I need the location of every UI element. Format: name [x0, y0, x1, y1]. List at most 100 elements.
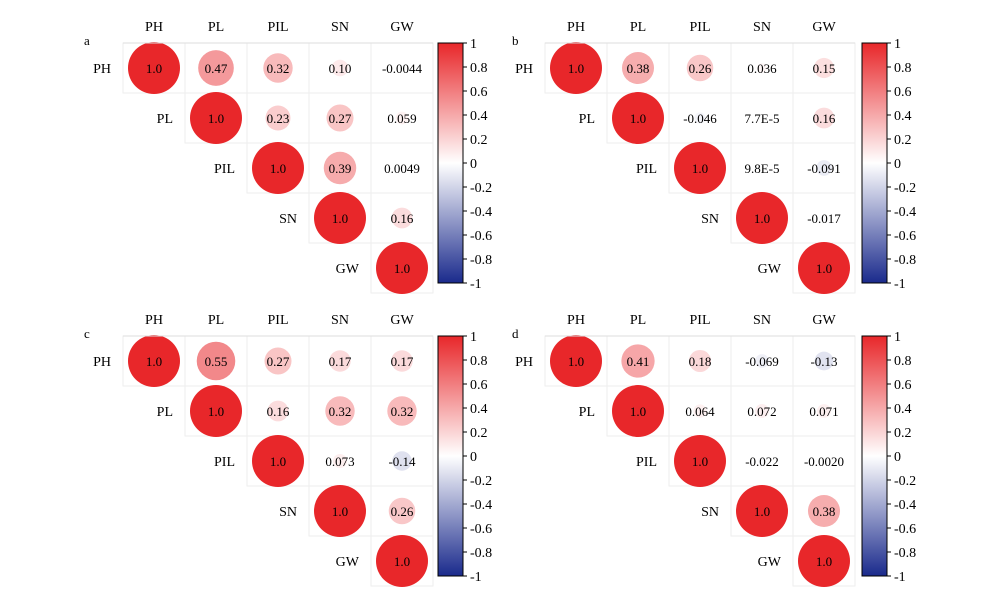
correlation-circle-SN-GW: [820, 214, 828, 222]
column-header-SN: SN: [331, 20, 349, 35]
correlation-value-PH-PL: 0.47: [205, 61, 228, 76]
correlation-circle-SN-SN: [314, 485, 366, 537]
row-label-PIL: PIL: [636, 162, 657, 177]
correlation-value-PH-PL: 0.38: [627, 61, 650, 76]
correlation-value-SN-GW: -0.017: [807, 211, 841, 226]
correlation-value-GW-GW: 1.0: [394, 554, 410, 569]
colorbar-tick-label: -0.6: [894, 229, 916, 244]
correlation-circle-PH-GW: [400, 66, 404, 70]
colorbar-tick-label: -0.8: [894, 546, 916, 561]
correlation-value-PIL-PIL: 1.0: [692, 454, 708, 469]
row-label-PL: PL: [157, 112, 173, 127]
column-header-PL: PL: [208, 20, 224, 35]
correlation-value-PH-PIL: 0.26: [689, 61, 712, 76]
correlation-circle-PIL-SN: [332, 453, 348, 469]
row-label-GW: GW: [336, 555, 360, 570]
column-header-PIL: PIL: [268, 20, 289, 35]
correlation-value-PH-PL: 0.55: [205, 354, 228, 369]
correlation-value-GW-GW: 1.0: [816, 261, 832, 276]
column-header-PIL: PIL: [268, 313, 289, 328]
panel-b: b PH PL PIL SN GW PH 1.0 0.38 0.26 0.036 0.15 PL 1.0 -…: [512, 20, 916, 294]
colorbar-tick-label: 1: [470, 37, 477, 52]
correlation-value-PL-PIL: 0.16: [267, 404, 290, 419]
correlation-value-PL-GW: 0.16: [813, 111, 836, 126]
correlation-circle-PIL-GW: [816, 160, 832, 176]
colorbar-tick-label: -0.4: [470, 205, 492, 220]
correlation-value-PH-PIL: 0.32: [267, 61, 290, 76]
correlation-circle-SN-SN: [736, 192, 788, 244]
correlation-circle-PH-PH: [128, 335, 180, 387]
column-header-SN: SN: [753, 20, 771, 35]
correlation-circle-PH-PL: [621, 344, 655, 378]
correlation-value-PIL-PIL: 1.0: [270, 161, 286, 176]
correlation-value-PH-PH: 1.0: [146, 61, 162, 76]
column-header-PL: PL: [208, 313, 224, 328]
correlation-value-GW-GW: 1.0: [394, 261, 410, 276]
correlation-value-PIL-GW: -0.091: [807, 161, 841, 176]
correlation-value-SN-GW: 0.38: [813, 504, 836, 519]
correlation-value-SN-SN: 1.0: [754, 504, 770, 519]
colorbar-tick-label: 0.2: [894, 133, 912, 148]
correlation-value-SN-SN: 1.0: [332, 504, 348, 519]
colorbar-tick-label: 0: [470, 450, 477, 465]
correlation-circle-PL-GW: [813, 107, 835, 129]
column-header-PIL: PIL: [690, 20, 711, 35]
colorbar-tick-label: -0.6: [470, 229, 492, 244]
colorbar-tick-label: -0.4: [894, 205, 916, 220]
row-label-PH: PH: [93, 355, 111, 370]
correlation-circle-PL-PL: [190, 385, 242, 437]
colorbar-tick-label: -1: [470, 277, 482, 292]
correlation-value-SN-GW: 0.16: [391, 211, 414, 226]
column-header-PH: PH: [145, 20, 163, 35]
correlation-value-PL-PIL: 0.064: [685, 404, 715, 419]
correlation-circle-PL-GW: [395, 111, 409, 125]
correlation-circle-PIL-PIL: [674, 435, 726, 487]
row-label-SN: SN: [279, 505, 297, 520]
colorbar-tick-label: 0.2: [470, 426, 488, 441]
colorbar-tick-label: 0.6: [470, 85, 488, 100]
correlation-circle-PIL-PIL: [674, 142, 726, 194]
correlation-value-PIL-PIL: 1.0: [692, 161, 708, 176]
column-header-GW: GW: [390, 20, 414, 35]
colorbar-tick-label: -0.2: [470, 474, 492, 489]
row-label-PH: PH: [515, 62, 533, 77]
row-label-PIL: PIL: [636, 455, 657, 470]
correlation-value-PL-GW: 0.32: [391, 404, 414, 419]
panel-label: b: [512, 33, 519, 48]
colorbar-tick-label: 0.6: [894, 85, 912, 100]
column-header-GW: GW: [812, 313, 836, 328]
column-header-PH: PH: [567, 313, 585, 328]
colorbar-tick-label: -0.4: [470, 498, 492, 513]
correlation-circle-PL-PIL: [265, 105, 291, 131]
colorbar-tick-label: 1: [894, 37, 901, 52]
correlation-circle-PL-PIL: [693, 404, 707, 418]
colorbar-tick-label: -0.8: [894, 253, 916, 268]
colorbar-tick-label: 0: [470, 157, 477, 172]
correlation-circle-GW-GW: [798, 535, 850, 587]
correlation-circle-PL-GW: [387, 396, 417, 426]
correlation-value-PH-GW: -0.13: [810, 354, 837, 369]
column-header-SN: SN: [331, 313, 349, 328]
correlation-value-PH-PL: 0.41: [627, 354, 650, 369]
correlation-value-PH-GW: 0.17: [391, 354, 414, 369]
correlation-value-PH-GW: -0.0044: [382, 61, 423, 76]
colorbar-tick-label: -0.2: [894, 181, 916, 196]
correlation-value-PH-SN: 0.17: [329, 354, 352, 369]
colorbar-tick-label: -1: [894, 570, 906, 585]
colorbar-tick-label: 0.2: [470, 133, 488, 148]
correlation-value-PL-PIL: 0.23: [267, 111, 290, 126]
colorbar-tick-label: -0.2: [470, 181, 492, 196]
colorbar-tick-label: 0.4: [470, 109, 488, 124]
colorbar-tick-label: -0.6: [470, 522, 492, 537]
colorbar-tick-label: 0.8: [470, 61, 488, 76]
column-header-PL: PL: [630, 20, 646, 35]
correlation-circle-PL-PIL: [267, 400, 289, 422]
correlation-circle-PH-PIL: [688, 349, 712, 373]
column-header-PL: PL: [630, 313, 646, 328]
correlation-circle-PIL-PIL: [252, 435, 304, 487]
colorbar-tick-label: -0.8: [470, 253, 492, 268]
row-label-PIL: PIL: [214, 455, 235, 470]
correlation-circle-GW-GW: [376, 535, 428, 587]
